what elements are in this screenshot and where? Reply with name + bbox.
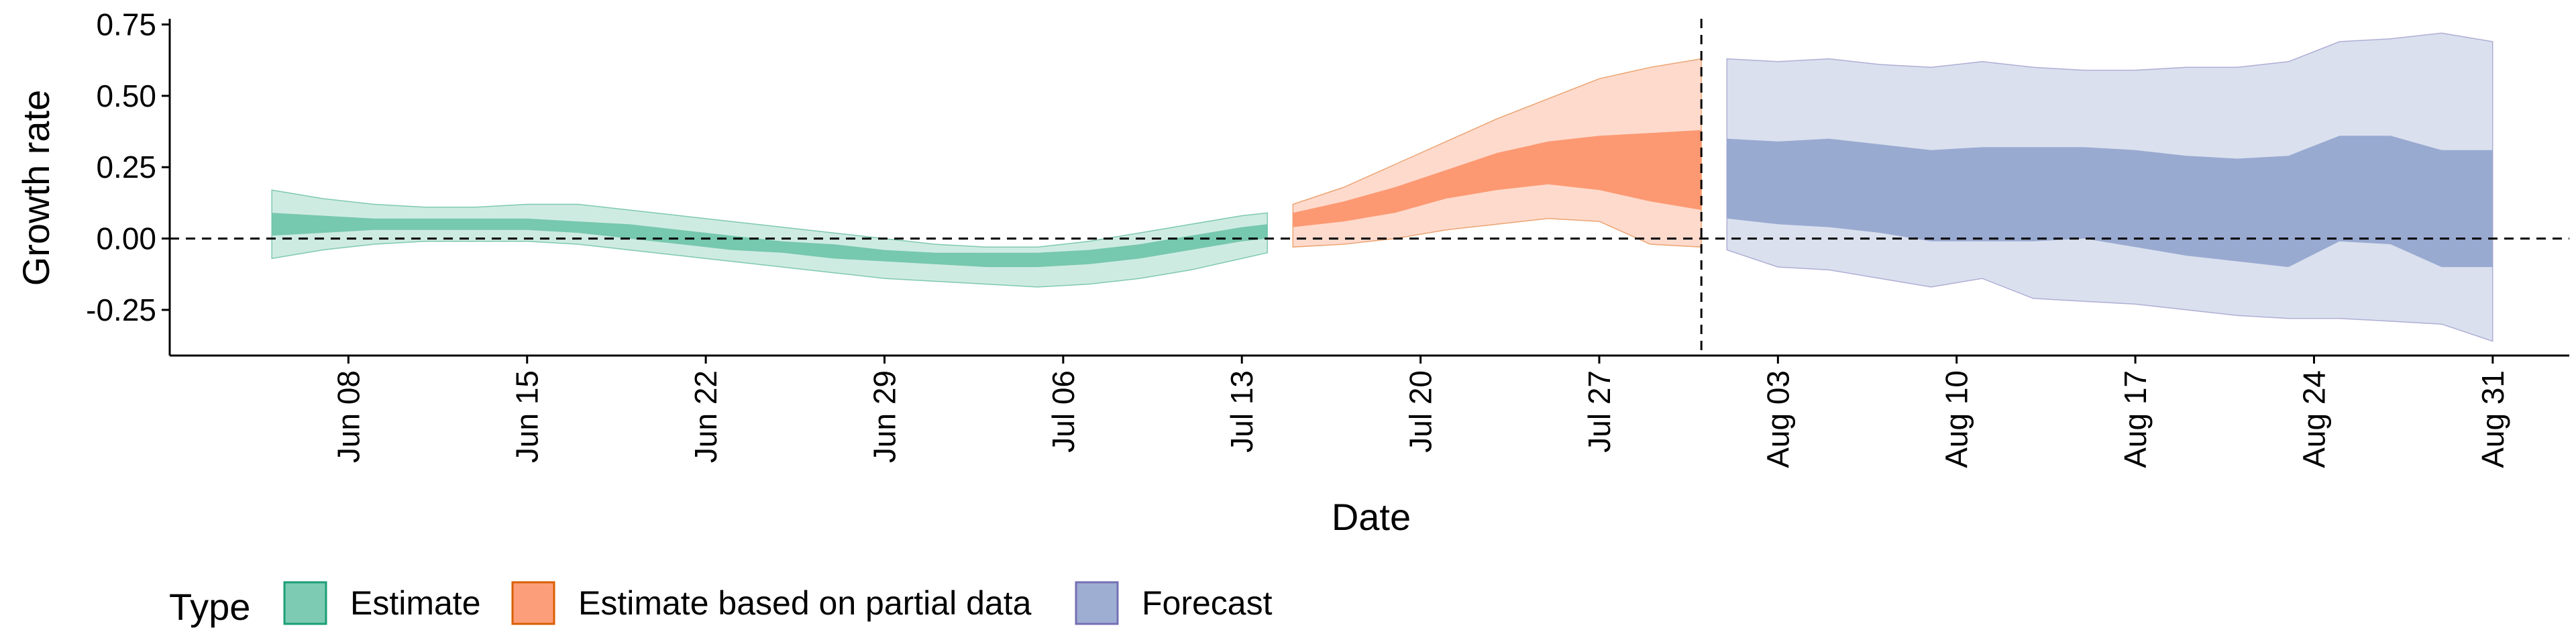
x-axis-title: Date xyxy=(1332,496,1411,538)
x-tick-label: Aug 03 xyxy=(1760,370,1795,468)
legend-swatch-forecast xyxy=(1075,581,1119,625)
x-tick-label: Jun 29 xyxy=(867,370,902,463)
legend-label-estimate: Estimate xyxy=(350,584,481,622)
chart-bands xyxy=(271,32,2493,342)
forecast-inner-band xyxy=(1727,136,2493,268)
legend-items: Estimate Estimate based on partial data Fo… xyxy=(283,581,1273,625)
y-tick-label: 0.00 xyxy=(96,221,156,256)
estimate-based-on-partial-data-inner-band xyxy=(1293,129,1702,227)
x-axis-ticks: Jun 08 Jun 15 Jun 22 Jun 29 Jul 06 Jul 13 Jul … xyxy=(331,356,2510,468)
reference-lines xyxy=(170,19,2569,356)
y-axis-title: Growth rate xyxy=(15,90,57,286)
x-tick-label: Aug 17 xyxy=(2118,370,2153,468)
legend-swatch-estimate-based-on-partial-data xyxy=(511,581,555,625)
y-axis-ticks: 0.75 0.50 0.25 0.00 -0.25 xyxy=(86,7,170,327)
x-tick-label: Jun 08 xyxy=(331,370,366,463)
legend-label-estimate-based-on-partial-data: Estimate based on partial data xyxy=(578,584,1032,622)
estimate-inner-band xyxy=(272,213,1268,268)
x-tick-label: Jul 20 xyxy=(1403,370,1438,453)
y-tick-label: -0.25 xyxy=(86,292,156,327)
x-tick-label: Jul 27 xyxy=(1582,370,1617,453)
x-tick-label: Jul 06 xyxy=(1046,370,1081,453)
legend-title: Type xyxy=(169,586,250,628)
legend: Type Estimate Estimate based on partial d… xyxy=(169,581,1273,628)
x-tick-label: Jul 13 xyxy=(1224,370,1259,453)
y-tick-label: 0.75 xyxy=(96,7,156,42)
y-tick-label: 0.25 xyxy=(96,150,156,184)
x-tick-label: Jun 15 xyxy=(510,370,545,463)
x-tick-label: Aug 24 xyxy=(2297,370,2332,468)
chart-axes xyxy=(168,19,2569,357)
x-tick-label: Aug 10 xyxy=(1939,370,1974,468)
x-tick-label: Jun 22 xyxy=(688,370,723,463)
x-tick-label: Aug 31 xyxy=(2475,370,2510,468)
legend-swatch-estimate xyxy=(283,581,327,625)
y-tick-label: 0.50 xyxy=(96,78,156,113)
legend-label-forecast: Forecast xyxy=(1142,584,1273,622)
